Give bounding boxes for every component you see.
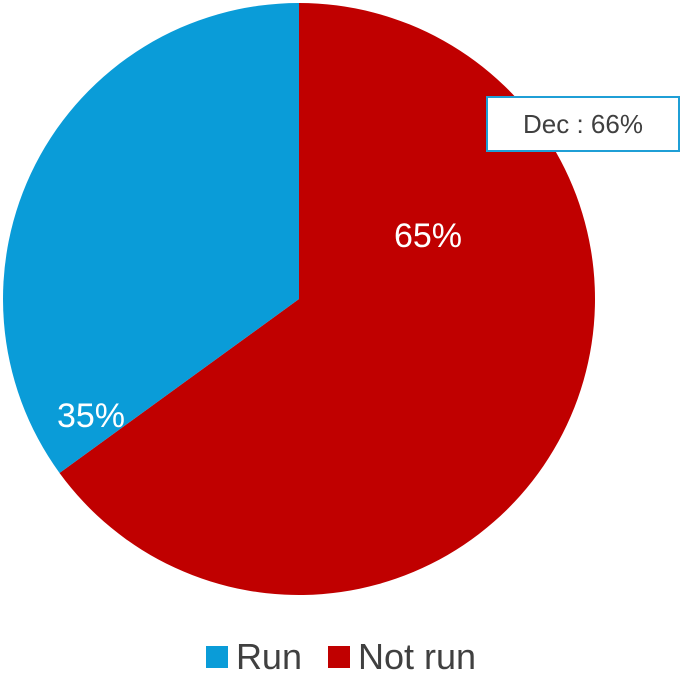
annotation-callout: Dec : 66% — [486, 96, 680, 152]
legend: Run Not run — [0, 636, 682, 678]
pie-slice-run — [3, 3, 300, 473]
legend-item-not-run: Not run — [327, 636, 477, 678]
legend-label-run: Run — [235, 636, 302, 677]
pie-slices — [3, 3, 595, 596]
pie-slice-not-run — [59, 3, 595, 596]
annotation-text: Dec : 66% — [523, 108, 643, 139]
legend-swatch-not-run — [327, 646, 350, 668]
slice-label-run: 35% — [57, 397, 125, 435]
slice-label-not-run: 65% — [394, 217, 462, 255]
legend-swatch-run — [205, 646, 228, 668]
legend-item-run: Run — [205, 636, 302, 678]
legend-label-not-run: Not run — [357, 636, 477, 677]
pie-labels: 35% 65% — [57, 217, 462, 435]
